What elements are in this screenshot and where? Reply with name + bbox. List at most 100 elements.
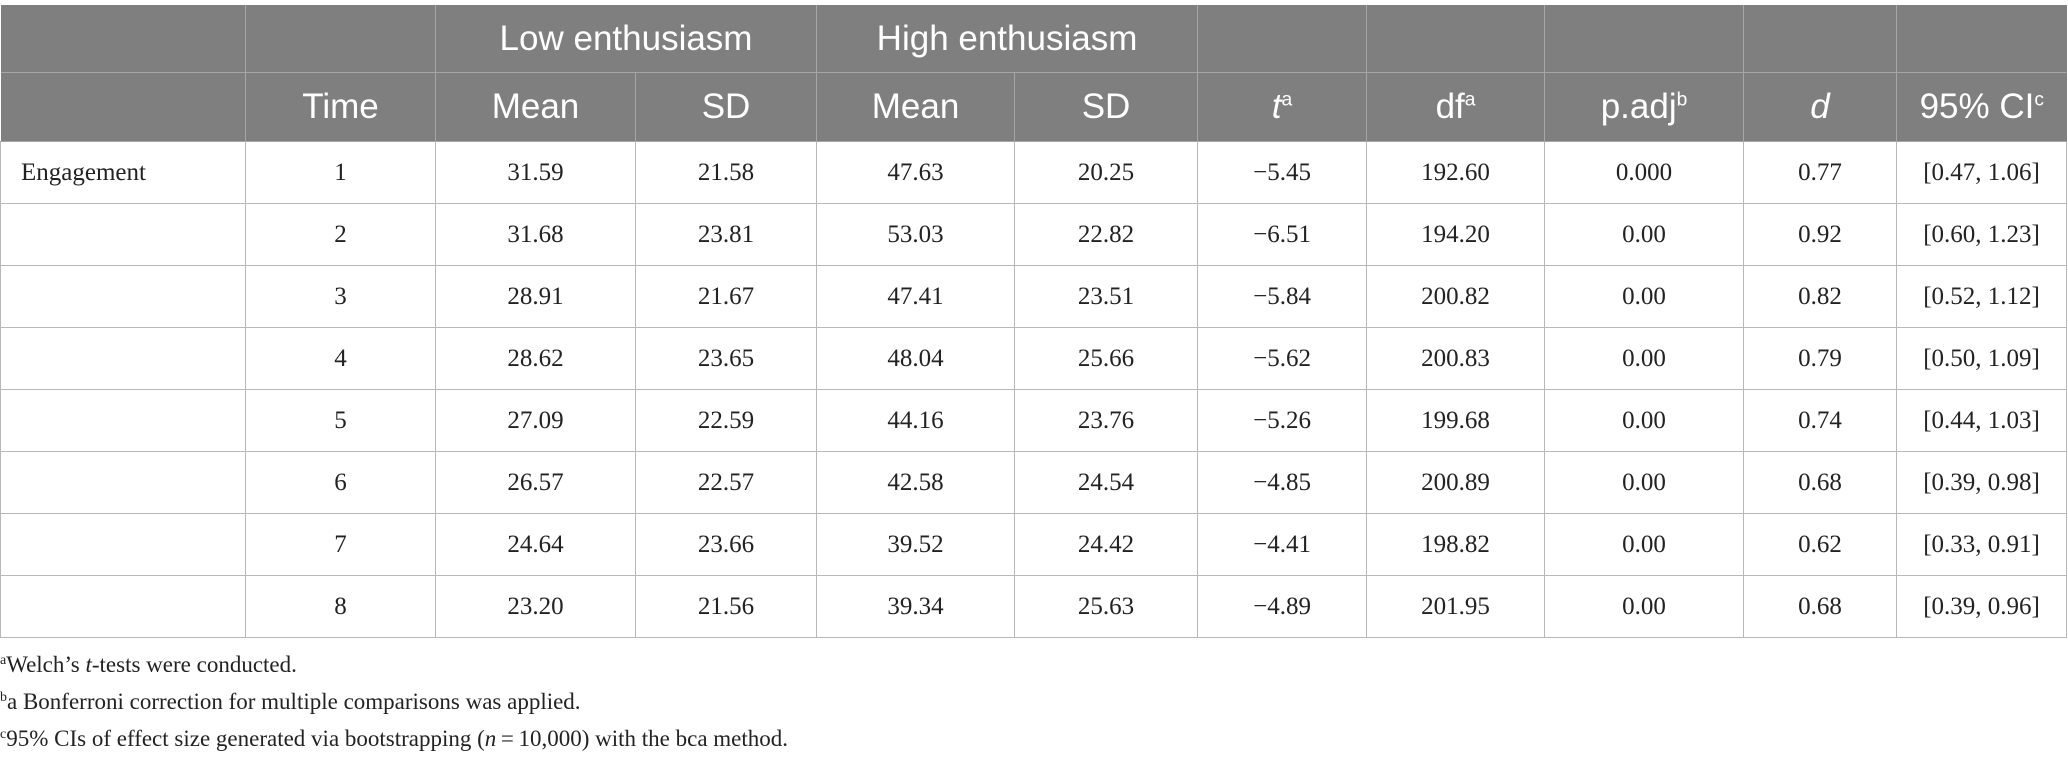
col-header-ci: 95% CIc (1896, 72, 2067, 142)
cell-t: −5.62 (1197, 327, 1368, 390)
cell-low-mean: 23.20 (435, 575, 636, 638)
cell-low-mean: 28.91 (435, 265, 636, 328)
cell-df: 198.82 (1366, 513, 1546, 576)
col-header-time: Time (245, 72, 436, 142)
cell-padj: 0.000 (1544, 141, 1745, 204)
footnote-a: aWelch’s t-tests were conducted. (0, 652, 297, 677)
cell-d: 0.82 (1743, 265, 1898, 328)
cell-ci: [0.52, 1.12] (1896, 265, 2068, 328)
cell-ci: [0.60, 1.23] (1896, 203, 2068, 266)
row-label (0, 389, 246, 452)
cell-d: 0.77 (1743, 141, 1898, 204)
cell-d: 0.62 (1743, 513, 1898, 576)
cell-time: 4 (245, 327, 436, 390)
table-row: 7 24.64 23.66 39.52 24.42 −4.41 198.82 0… (0, 513, 2068, 576)
table-row: 2 31.68 23.81 53.03 22.82 −6.51 194.20 0… (0, 203, 2068, 266)
footnote-b: ba Bonferroni correction for multiple co… (0, 689, 581, 714)
cell-ci: [0.50, 1.09] (1896, 327, 2068, 390)
table-row: 6 26.57 22.57 42.58 24.54 −4.85 200.89 0… (0, 451, 2068, 514)
table-row: 5 27.09 22.59 44.16 23.76 −5.26 199.68 0… (0, 389, 2068, 452)
cell-low-sd: 23.65 (635, 327, 818, 390)
results-table: Low enthusiasm High enthusiasm Time Mean… (0, 5, 2068, 638)
cell-time: 6 (245, 451, 436, 514)
row-label (0, 513, 246, 576)
header-blank (1743, 5, 1898, 73)
cell-low-mean: 24.64 (435, 513, 636, 576)
cell-high-sd: 23.51 (1014, 265, 1199, 328)
cell-ci: [0.33, 0.91] (1896, 513, 2068, 576)
cell-high-sd: 24.54 (1014, 451, 1199, 514)
cell-ci: [0.39, 0.96] (1896, 575, 2068, 638)
table-row: 3 28.91 21.67 47.41 23.51 −5.84 200.82 0… (0, 265, 2068, 328)
cell-low-mean: 27.09 (435, 389, 636, 452)
table-row: Engagement 1 31.59 21.58 47.63 20.25 −5.… (0, 141, 2068, 204)
cell-high-mean: 42.58 (816, 451, 1016, 514)
cell-low-mean: 31.59 (435, 141, 636, 204)
row-label: Engagement (0, 141, 246, 204)
cell-time: 8 (245, 575, 436, 638)
cell-low-sd: 21.67 (635, 265, 818, 328)
cell-high-sd: 25.63 (1014, 575, 1199, 638)
header-blank (0, 72, 246, 142)
low-enthusiasm-header: Low enthusiasm (435, 5, 818, 73)
cell-d: 0.92 (1743, 203, 1898, 266)
cell-padj: 0.00 (1544, 575, 1745, 638)
cell-high-sd: 24.42 (1014, 513, 1199, 576)
cell-t: −5.84 (1197, 265, 1368, 328)
cell-time: 1 (245, 141, 436, 204)
cell-time: 5 (245, 389, 436, 452)
group-header-row: Low enthusiasm High enthusiasm (0, 5, 2067, 73)
cell-padj: 0.00 (1544, 265, 1745, 328)
row-label (0, 327, 246, 390)
cell-high-sd: 23.76 (1014, 389, 1199, 452)
cell-df: 200.83 (1366, 327, 1546, 390)
cell-time: 3 (245, 265, 436, 328)
cell-d: 0.74 (1743, 389, 1898, 452)
cell-df: 201.95 (1366, 575, 1546, 638)
cell-low-sd: 23.66 (635, 513, 818, 576)
header-blank (1197, 5, 1368, 73)
cell-low-sd: 21.56 (635, 575, 818, 638)
cell-high-sd: 22.82 (1014, 203, 1199, 266)
col-header-df: dfa (1366, 72, 1546, 142)
cell-d: 0.68 (1743, 575, 1898, 638)
cell-df: 200.82 (1366, 265, 1546, 328)
cell-low-sd: 23.81 (635, 203, 818, 266)
column-header-row: Time Mean SD Mean SD ta dfa p.adjb d 95%… (0, 72, 2067, 142)
cell-high-mean: 53.03 (816, 203, 1016, 266)
cell-low-mean: 31.68 (435, 203, 636, 266)
header-blank (1544, 5, 1745, 73)
row-label (0, 203, 246, 266)
cell-padj: 0.00 (1544, 327, 1745, 390)
cell-high-sd: 20.25 (1014, 141, 1199, 204)
cell-low-mean: 26.57 (435, 451, 636, 514)
cell-df: 194.20 (1366, 203, 1546, 266)
cell-high-mean: 39.34 (816, 575, 1016, 638)
header-blank (0, 5, 246, 73)
cell-high-mean: 48.04 (816, 327, 1016, 390)
table-footnotes: aWelch’s t-tests were conducted. ba Bonf… (0, 650, 788, 761)
col-header-low-sd: SD (635, 72, 818, 142)
table-row: 4 28.62 23.65 48.04 25.66 −5.62 200.83 0… (0, 327, 2068, 390)
col-header-padj: p.adjb (1544, 72, 1745, 142)
cell-high-mean: 47.63 (816, 141, 1016, 204)
col-header-high-sd: SD (1014, 72, 1199, 142)
cell-t: −4.41 (1197, 513, 1368, 576)
cell-padj: 0.00 (1544, 513, 1745, 576)
cell-df: 192.60 (1366, 141, 1546, 204)
cell-ci: [0.39, 0.98] (1896, 451, 2068, 514)
table-row: 8 23.20 21.56 39.34 25.63 −4.89 201.95 0… (0, 575, 2068, 638)
cell-padj: 0.00 (1544, 389, 1745, 452)
cell-t: −5.26 (1197, 389, 1368, 452)
cell-d: 0.79 (1743, 327, 1898, 390)
cell-time: 7 (245, 513, 436, 576)
table-body: Engagement 1 31.59 21.58 47.63 20.25 −5.… (0, 141, 2068, 638)
cell-high-mean: 44.16 (816, 389, 1016, 452)
col-header-high-mean: Mean (816, 72, 1016, 142)
cell-padj: 0.00 (1544, 451, 1745, 514)
cell-padj: 0.00 (1544, 203, 1745, 266)
cell-t: −6.51 (1197, 203, 1368, 266)
cell-high-mean: 39.52 (816, 513, 1016, 576)
cell-df: 200.89 (1366, 451, 1546, 514)
cell-low-mean: 28.62 (435, 327, 636, 390)
